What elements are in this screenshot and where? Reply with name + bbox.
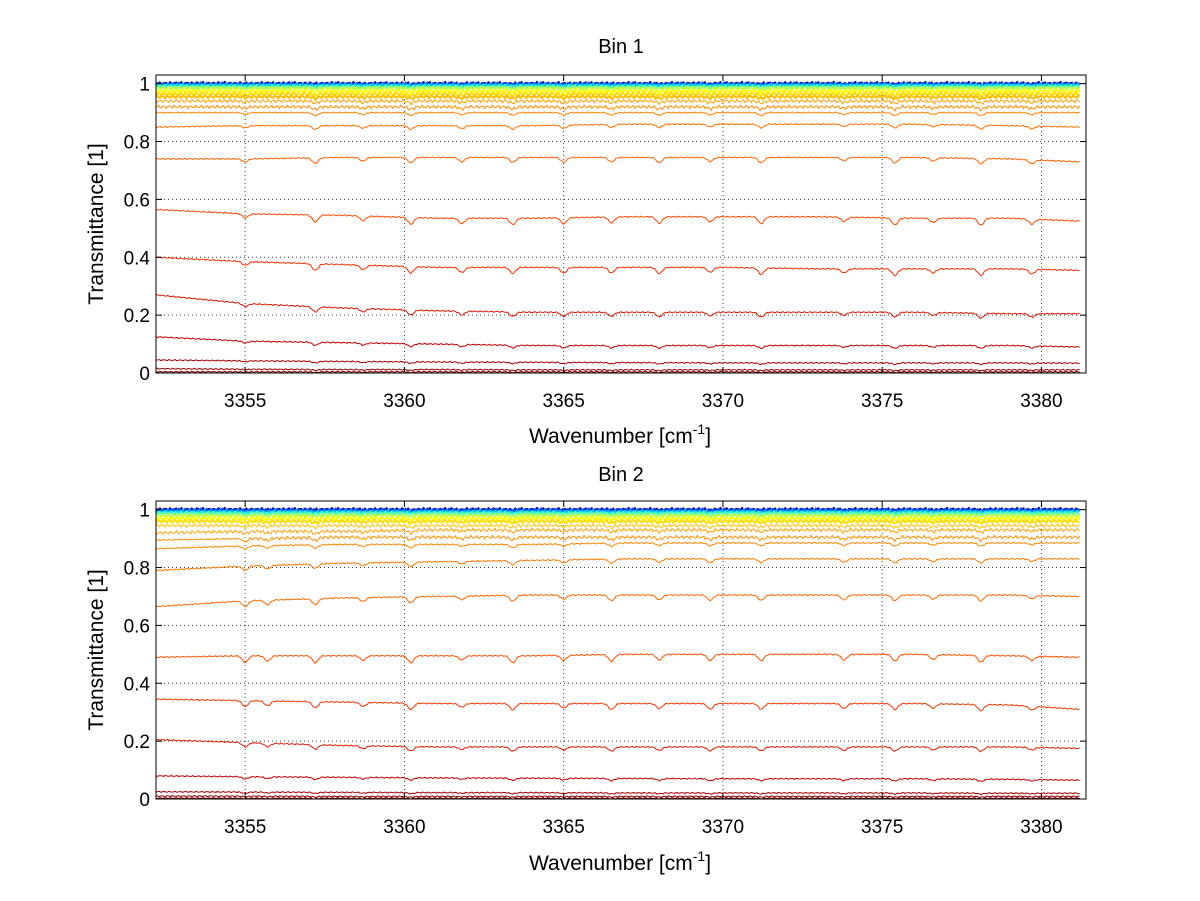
y-tick-label: 0: [139, 790, 150, 811]
series-line: [155, 774, 1080, 782]
series-line: [155, 794, 1080, 799]
x-tick-label: 3355: [224, 817, 266, 838]
x-tick-label: 3380: [1020, 391, 1062, 412]
y-tick-label: 0.8: [124, 559, 150, 580]
x-tick-label: 3360: [383, 391, 425, 412]
subplot-title: Bin 1: [598, 36, 644, 58]
series-line: [155, 370, 1080, 374]
series-line: [155, 515, 1081, 523]
y-tick-label: 1: [139, 75, 150, 96]
y-tick-label: 0.8: [124, 133, 150, 154]
y-tick-label: 0.6: [124, 190, 150, 211]
x-tick-label: 3365: [543, 817, 585, 838]
x-tick-label: 3365: [543, 391, 585, 412]
y-tick-label: 0.6: [124, 616, 150, 637]
series-line: [155, 123, 1080, 131]
series-line: [155, 256, 1080, 277]
y-axis-label: Transmittance [1]: [85, 569, 108, 730]
series-line: [155, 335, 1080, 350]
y-tick-label: 0.2: [124, 306, 150, 327]
series-line: [155, 527, 1080, 535]
y-tick-label: 0: [139, 364, 150, 385]
series-line: [155, 208, 1080, 226]
series-line: [155, 653, 1080, 664]
series-line: [155, 104, 1081, 112]
subplot-bin-2: Bin 2 3355 3360 3365 3370 3375 3380 0 0.2 0.4 0.6…: [85, 464, 1087, 875]
x-axis-label: Wavenumber [cm-1]: [529, 421, 711, 448]
series-line: [155, 98, 1080, 106]
y-axis-label: Transmittance [1]: [85, 143, 108, 304]
x-tick-label: 3375: [861, 817, 903, 838]
series-line: [155, 88, 1081, 95]
x-tick-label: 3360: [383, 817, 425, 838]
series-line: [155, 111, 1080, 117]
series-line: [155, 541, 1080, 550]
series-line: [155, 359, 1080, 366]
series-line: [155, 367, 1080, 372]
series-line: [155, 93, 1080, 101]
x-axis-label: Wavenumber [cm-1]: [529, 848, 711, 875]
series-line: [155, 90, 1080, 98]
x-tick-label: 3370: [702, 817, 744, 838]
y-tick-label: 1: [139, 501, 150, 522]
series-line: [155, 294, 1080, 319]
series-line: [155, 523, 1080, 530]
subplot-title: Bin 2: [598, 464, 644, 486]
x-tick-label: 3355: [224, 391, 266, 412]
series-line: [155, 534, 1081, 543]
y-tick-label: 0.4: [124, 674, 151, 695]
series-line: [155, 510, 1081, 517]
axes-frame: [155, 500, 1087, 800]
series-line: [155, 518, 1080, 526]
series-line: [155, 790, 1080, 796]
x-tick-label: 3370: [702, 391, 744, 412]
series-line: [155, 698, 1080, 712]
series-line: [155, 738, 1080, 753]
series-line: [155, 796, 1080, 800]
x-tick-label: 3375: [861, 391, 903, 412]
series-line: [155, 557, 1080, 572]
axes-frame: [155, 74, 1087, 374]
series-line: [155, 156, 1080, 165]
x-tick-label: 3380: [1020, 817, 1062, 838]
series-line: [155, 83, 1081, 91]
subplot-bin-1: Bin 1 3355 3360 3365 3370 3375 3380 0 0.2 0.4 0.6…: [85, 36, 1087, 448]
y-tick-label: 0.2: [124, 732, 150, 753]
y-tick-label: 0.4: [124, 248, 151, 269]
series-line: [155, 593, 1080, 608]
